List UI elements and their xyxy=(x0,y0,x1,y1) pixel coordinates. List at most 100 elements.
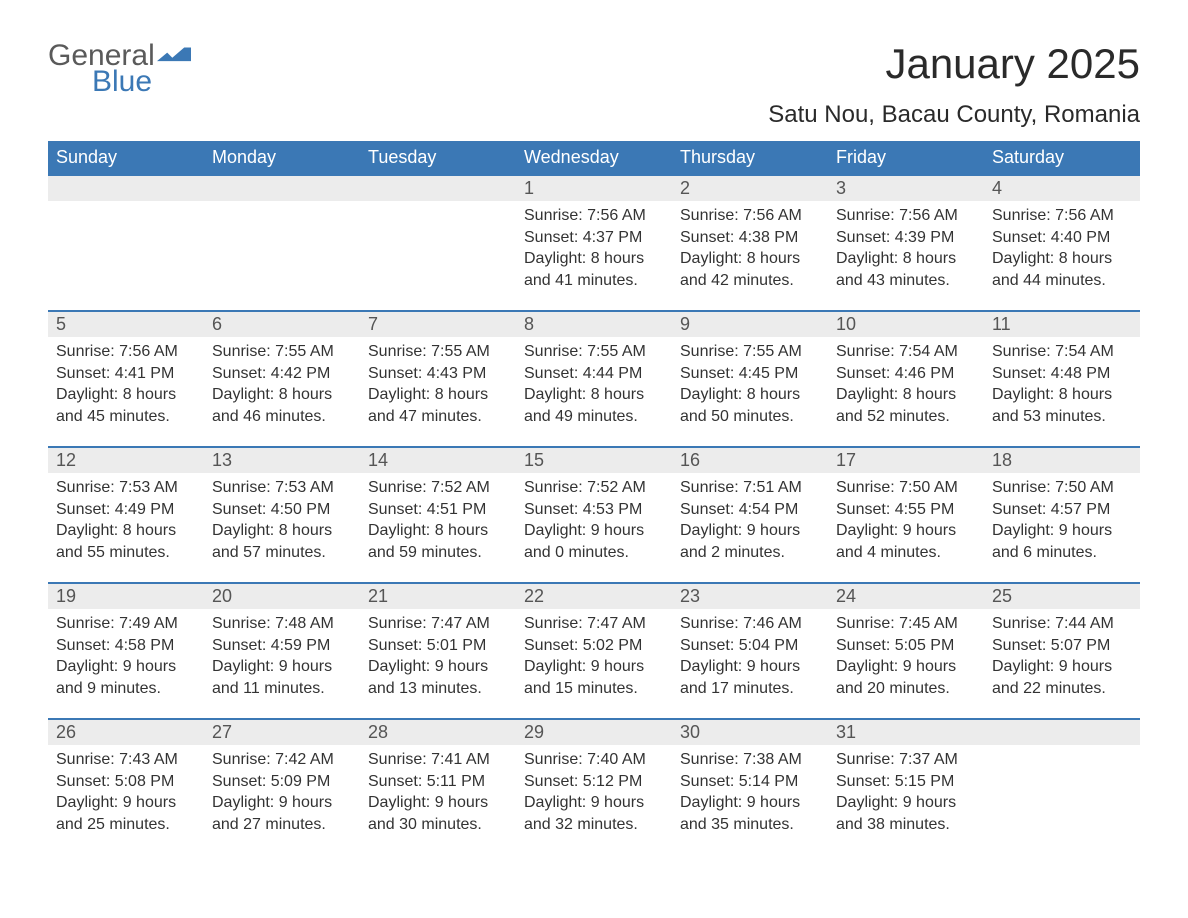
daylight-line-1: Daylight: 8 hours xyxy=(212,386,332,403)
day-cell: Sunrise: 7:47 AMSunset: 5:01 PMDaylight:… xyxy=(360,609,516,719)
daylight-line-1: Daylight: 9 hours xyxy=(680,522,800,539)
day-number: 12 xyxy=(48,447,204,473)
daylight-line-2: and 22 minutes. xyxy=(992,680,1106,697)
blank-cell xyxy=(360,201,516,311)
daylight-line-2: and 17 minutes. xyxy=(680,680,794,697)
sunrise-line: Sunrise: 7:55 AM xyxy=(212,343,334,360)
daylight-line-1: Daylight: 9 hours xyxy=(212,658,332,675)
day-header: Wednesday xyxy=(516,141,672,175)
blank-cell xyxy=(984,745,1140,855)
day-number: 9 xyxy=(672,311,828,337)
sunrise-line: Sunrise: 7:40 AM xyxy=(524,751,646,768)
day-header: Sunday xyxy=(48,141,204,175)
sunset-line: Sunset: 5:12 PM xyxy=(524,773,642,790)
sunrise-line: Sunrise: 7:56 AM xyxy=(680,207,802,224)
daylight-line-2: and 46 minutes. xyxy=(212,408,326,425)
blank-daynum xyxy=(204,175,360,201)
daylight-line-1: Daylight: 8 hours xyxy=(212,522,332,539)
day-header-row: SundayMondayTuesdayWednesdayThursdayFrid… xyxy=(48,141,1140,175)
day-header: Friday xyxy=(828,141,984,175)
day-number: 29 xyxy=(516,719,672,745)
daylight-line-1: Daylight: 8 hours xyxy=(56,522,176,539)
daylight-line-1: Daylight: 9 hours xyxy=(56,794,176,811)
daylight-line-1: Daylight: 9 hours xyxy=(368,658,488,675)
day-cell: Sunrise: 7:49 AMSunset: 4:58 PMDaylight:… xyxy=(48,609,204,719)
day-number: 30 xyxy=(672,719,828,745)
sunset-line: Sunset: 4:45 PM xyxy=(680,365,798,382)
sunset-line: Sunset: 4:54 PM xyxy=(680,501,798,518)
sunset-line: Sunset: 4:44 PM xyxy=(524,365,642,382)
daylight-line-1: Daylight: 9 hours xyxy=(524,522,644,539)
daylight-line-1: Daylight: 8 hours xyxy=(524,250,644,267)
sunrise-line: Sunrise: 7:55 AM xyxy=(680,343,802,360)
day-cell: Sunrise: 7:56 AMSunset: 4:39 PMDaylight:… xyxy=(828,201,984,311)
day-number: 25 xyxy=(984,583,1140,609)
daylight-line-2: and 41 minutes. xyxy=(524,272,638,289)
sunset-line: Sunset: 4:41 PM xyxy=(56,365,174,382)
daylight-line-2: and 47 minutes. xyxy=(368,408,482,425)
daylight-line-2: and 49 minutes. xyxy=(524,408,638,425)
daylight-line-2: and 43 minutes. xyxy=(836,272,950,289)
daylight-line-2: and 20 minutes. xyxy=(836,680,950,697)
sunset-line: Sunset: 5:05 PM xyxy=(836,637,954,654)
day-cell: Sunrise: 7:54 AM Sunset: 4:46 PM Daylight:… xyxy=(828,337,984,447)
blank-daynum xyxy=(48,175,204,201)
day-cell: Sunrise: 7:45 AMSunset: 5:05 PMDaylight:… xyxy=(828,609,984,719)
day-number: 5 xyxy=(48,311,204,337)
daylight-line-1: Daylight: 8 hours xyxy=(368,522,488,539)
sunset-line: Sunset: 4:46 PM xyxy=(836,365,954,382)
daylight-line-2: and 0 minutes. xyxy=(524,544,629,561)
daylight-line-2: and 55 minutes. xyxy=(56,544,170,561)
daylight-line-1: Daylight: 9 hours xyxy=(524,658,644,675)
day-number: 22 xyxy=(516,583,672,609)
sunrise-line: Sunrise: 7:56 AM xyxy=(524,207,646,224)
day-number: 1 xyxy=(516,175,672,201)
daylight-line-2: and 50 minutes. xyxy=(680,408,794,425)
day-number: 16 xyxy=(672,447,828,473)
daylight-line-1: Daylight: 8 hours xyxy=(836,386,956,403)
day-number: 27 xyxy=(204,719,360,745)
content-row: Sunrise: 7:56 AMSunset: 4:41 PMDaylight:… xyxy=(48,337,1140,447)
day-number: 15 xyxy=(516,447,672,473)
day-cell: Sunrise: 7:56 AM Sunset: 4:37 PM Daylight:… xyxy=(516,201,672,311)
daylight-line-2: and 42 minutes. xyxy=(680,272,794,289)
sunrise-line: Sunrise: 7:54 AM xyxy=(836,343,958,360)
day-number: 31 xyxy=(828,719,984,745)
sunrise-line: Sunrise: 7:49 AM xyxy=(56,615,178,632)
day-header: Saturday xyxy=(984,141,1140,175)
sunset-line: Sunset: 4:59 PM xyxy=(212,637,330,654)
sunset-line: Sunset: 4:58 PM xyxy=(56,637,174,654)
sunset-line: Sunset: 5:07 PM xyxy=(992,637,1110,654)
daylight-line-2: and 38 minutes. xyxy=(836,816,950,833)
day-cell: Sunrise: 7:43 AMSunset: 5:08 PMDaylight:… xyxy=(48,745,204,855)
daylight-line-1: Daylight: 9 hours xyxy=(836,794,956,811)
day-cell: Sunrise: 7:53 AMSunset: 4:49 PMDaylight:… xyxy=(48,473,204,583)
sunrise-line: Sunrise: 7:55 AM xyxy=(368,343,490,360)
day-number: 4 xyxy=(984,175,1140,201)
sunset-line: Sunset: 4:40 PM xyxy=(992,229,1110,246)
day-number: 13 xyxy=(204,447,360,473)
sunset-line: Sunset: 5:14 PM xyxy=(680,773,798,790)
daylight-line-1: Daylight: 9 hours xyxy=(836,658,956,675)
day-number: 7 xyxy=(360,311,516,337)
day-cell: Sunrise: 7:44 AMSunset: 5:07 PMDaylight:… xyxy=(984,609,1140,719)
daylight-line-1: Daylight: 9 hours xyxy=(992,522,1112,539)
sunset-line: Sunset: 5:15 PM xyxy=(836,773,954,790)
sunrise-line: Sunrise: 7:42 AM xyxy=(212,751,334,768)
calendar-table: SundayMondayTuesdayWednesdayThursdayFrid… xyxy=(48,141,1140,855)
sunrise-line: Sunrise: 7:52 AM xyxy=(368,479,490,496)
day-cell: Sunrise: 7:42 AMSunset: 5:09 PMDaylight:… xyxy=(204,745,360,855)
daylight-line-2: and 13 minutes. xyxy=(368,680,482,697)
sunrise-line: Sunrise: 7:54 AM xyxy=(992,343,1114,360)
daylight-line-1: Daylight: 8 hours xyxy=(680,250,800,267)
sunset-line: Sunset: 4:37 PM xyxy=(524,229,642,246)
sunset-line: Sunset: 5:08 PM xyxy=(56,773,174,790)
content-row: Sunrise: 7:53 AMSunset: 4:49 PMDaylight:… xyxy=(48,473,1140,583)
sunrise-line: Sunrise: 7:47 AM xyxy=(524,615,646,632)
day-cell: Sunrise: 7:37 AMSunset: 5:15 PMDaylight:… xyxy=(828,745,984,855)
sunrise-line: Sunrise: 7:44 AM xyxy=(992,615,1114,632)
sunset-line: Sunset: 4:55 PM xyxy=(836,501,954,518)
daylight-line-1: Daylight: 9 hours xyxy=(212,794,332,811)
day-cell: Sunrise: 7:54 AMSunset: 4:48 PMDaylight:… xyxy=(984,337,1140,447)
page-title: January 2025 xyxy=(885,40,1140,88)
